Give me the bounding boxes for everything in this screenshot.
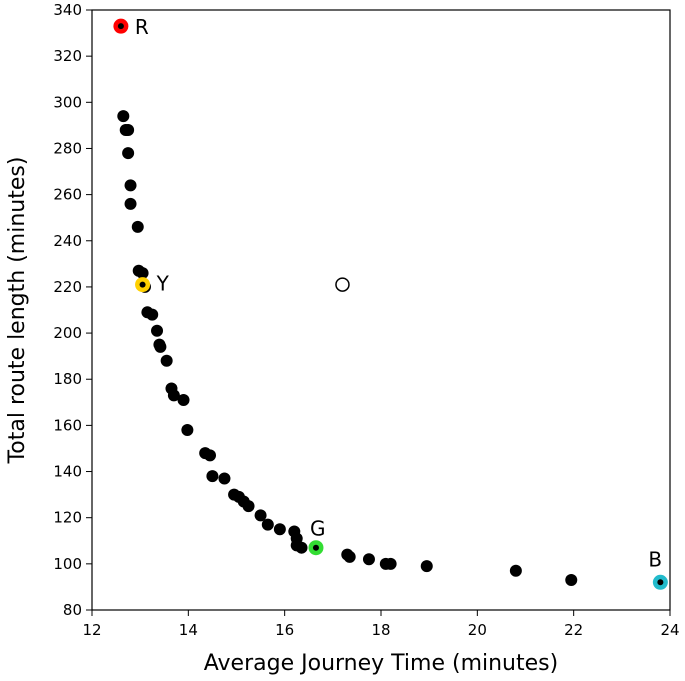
open-point [335,277,350,292]
data-point [117,110,130,123]
data-point [181,424,194,436]
data-point [242,500,255,513]
points-layer: R Y G B [113,15,668,590]
y-tick-label: 140 [53,463,82,481]
x-tick-label: 12 [82,621,101,639]
data-point [295,541,308,554]
data-point [362,553,375,566]
y-tick-label: 180 [53,370,82,388]
point-label-r: R [135,15,149,39]
y-axis-label: Total route length (minutes) [5,157,30,465]
x-tick-label: 16 [275,621,294,639]
plot-frame [91,9,671,611]
data-point [151,324,164,337]
data-point [261,518,274,531]
data-point [136,267,149,280]
data-point [122,147,135,160]
x-tick-label: 14 [179,621,198,639]
data-point [254,509,267,522]
y-tick-label: 80 [63,601,82,619]
data-point [384,557,397,570]
data-point [124,197,137,210]
y-tick-label: 100 [53,555,82,573]
point-label-g: G [310,517,326,541]
data-point [420,560,433,573]
y-tick-label: 320 [53,47,82,65]
highlight-point-center [117,23,124,30]
data-point [160,354,173,367]
data-point [131,220,144,233]
x-tick-label: 20 [468,621,487,639]
data-point [509,564,522,577]
data-point [343,550,356,563]
point-label-b: B [648,547,662,571]
x-tick-label: 18 [371,621,390,639]
data-point [177,394,190,406]
point-label-y: Y [156,272,170,296]
data-point [565,574,578,586]
ticks-layer: 12 14 16 18 20 22 24 80 100 120 140 160 180 200 220 240… [53,1,679,639]
data-point [154,340,167,353]
y-tick-label: 220 [53,278,82,296]
data-point [204,449,217,462]
y-tick-label: 240 [53,232,82,250]
data-point [206,470,219,483]
data-point [218,472,231,485]
y-tick-label: 120 [53,509,82,527]
highlight-point-center [312,544,319,551]
y-tick-label: 300 [53,93,82,111]
data-point [146,308,159,321]
y-tick-label: 340 [53,1,82,19]
y-tick-label: 260 [53,186,82,204]
highlight-point-center [657,579,664,586]
data-point [167,389,180,402]
y-tick-label: 160 [53,416,82,434]
data-point [122,124,135,136]
data-point [124,179,137,192]
x-tick-label: 24 [660,621,679,639]
highlight-point-center [139,281,146,288]
y-tick-label: 280 [53,139,82,157]
x-axis-label: Average Journey Time (minutes) [204,651,558,676]
x-tick-label: 22 [564,621,583,639]
data-point [273,523,286,536]
y-tick-label: 200 [53,324,82,342]
